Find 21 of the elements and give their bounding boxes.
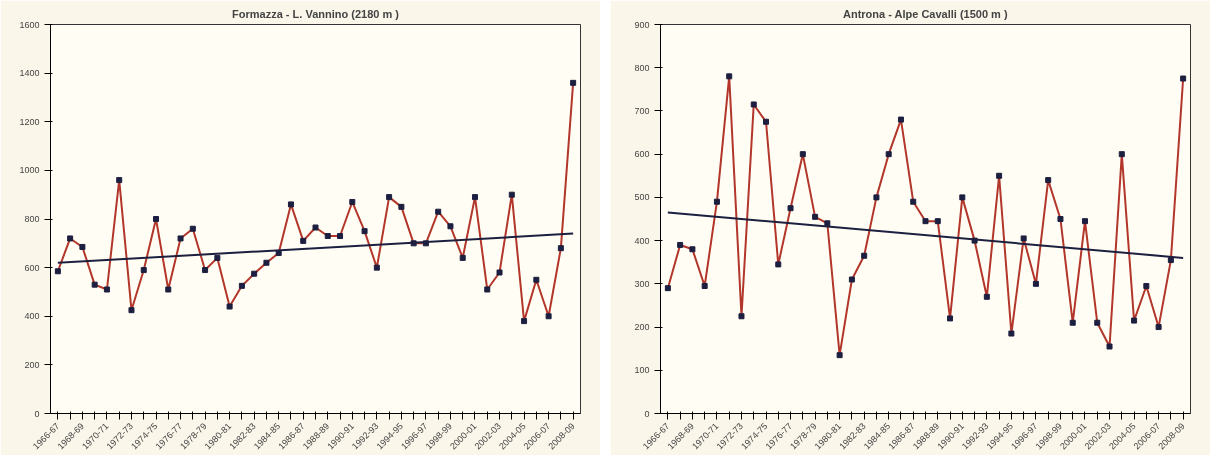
y-tick-label: 600 [634, 149, 650, 160]
y-tick-label: 200 [24, 359, 40, 370]
y-tick-label: 800 [24, 214, 40, 224]
chart-title: Antrona - Alpe Cavalli (1500 m ) [842, 7, 1008, 20]
y-tick-label: 1400 [19, 68, 40, 79]
y-tick-label: 600 [24, 262, 40, 273]
y-tick-label: 400 [634, 235, 650, 246]
y-tick-label: 900 [634, 19, 650, 30]
y-tick-label: 0 [34, 408, 40, 419]
y-tick-label: 500 [634, 192, 650, 203]
y-tick-label: 800 [634, 62, 650, 73]
y-tick-label: 1200 [19, 116, 40, 127]
y-tick-label: 1600 [19, 19, 40, 30]
y-tick-label: 400 [24, 311, 40, 322]
y-tick-label: 200 [634, 322, 650, 333]
y-tick-label: 1000 [19, 165, 40, 176]
y-tick-label: 0 [644, 408, 650, 419]
chart-title: Formazza - L. Vannino (2180 m ) [232, 7, 400, 20]
y-tick-label: 100 [634, 365, 650, 376]
y-tick-label: 300 [634, 278, 650, 289]
y-tick-label: 700 [634, 105, 650, 116]
